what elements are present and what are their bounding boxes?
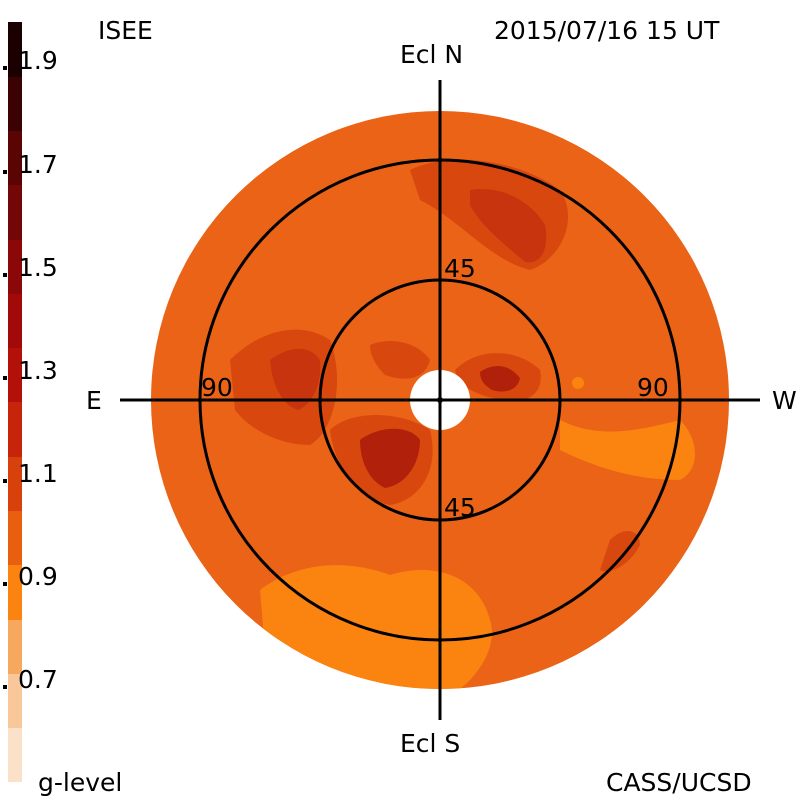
region-dark-center-top <box>370 340 430 379</box>
outer-ring-label-left: 90 <box>201 373 233 402</box>
source-label: ISEE <box>98 16 153 45</box>
colorbar-segment <box>8 510 22 566</box>
colorbar-segment <box>8 564 22 620</box>
south-label: Ecl S <box>400 729 460 758</box>
region-darkest-center-right <box>480 366 520 392</box>
colorbar-segment <box>8 239 22 294</box>
north-label: Ecl N <box>400 40 463 69</box>
colorbar-segment <box>8 727 22 783</box>
inner-ring-label-top: 45 <box>444 254 476 283</box>
region-darkest-lower <box>360 428 420 488</box>
colorbar-segment <box>8 347 22 403</box>
region-dark-left-core <box>270 348 321 410</box>
colorbar-segment <box>8 184 22 240</box>
colorbar-segment <box>8 293 22 349</box>
g-level-colorbar <box>8 22 22 783</box>
outer-ring-label-right: 90 <box>637 373 669 402</box>
timestamp: 2015/07/16 15 UT <box>494 16 720 45</box>
colorbar-segment <box>8 76 22 132</box>
region-dark-southwest <box>600 530 640 572</box>
east-label: E <box>86 386 102 415</box>
credit-label: CASS/UCSD <box>606 768 752 797</box>
colorbar-tick-mark <box>3 685 7 689</box>
colorbar-tick-label: 0.9 <box>18 562 58 591</box>
bright-spot <box>572 377 584 389</box>
colorbar-tick-mark <box>3 66 7 70</box>
west-label: W <box>772 386 797 415</box>
region-light-bottom <box>260 565 492 689</box>
colorbar-segment <box>8 456 22 512</box>
colorbar-tick-mark <box>3 479 7 483</box>
colorbar-tick-label: 1.7 <box>18 150 58 179</box>
colorbar-segment <box>8 130 22 186</box>
colorbar-tick-label: 0.7 <box>18 665 58 694</box>
colorbar-tick-mark <box>3 170 7 174</box>
colorbar-tick-mark <box>3 376 7 380</box>
colorbar-tick-label: 1.9 <box>18 46 58 75</box>
region-light-west <box>560 420 695 480</box>
inner-ring-label-bottom: 45 <box>444 493 476 522</box>
colorbar-segment <box>8 402 22 457</box>
region-dark-top-ridge <box>470 189 547 263</box>
colorbar-tick-label: 1.5 <box>18 253 58 282</box>
colorbar-tick-label: 1.3 <box>18 356 58 385</box>
colorbar-segment <box>8 619 22 674</box>
density-regions <box>230 159 695 689</box>
colorbar-title: g-level <box>38 768 123 797</box>
colorbar-tick-mark <box>3 582 7 586</box>
colorbar-segment <box>8 22 22 77</box>
colorbar-tick-mark <box>3 273 7 277</box>
colorbar-tick-label: 1.1 <box>18 459 58 488</box>
colorbar-segment <box>8 673 22 729</box>
